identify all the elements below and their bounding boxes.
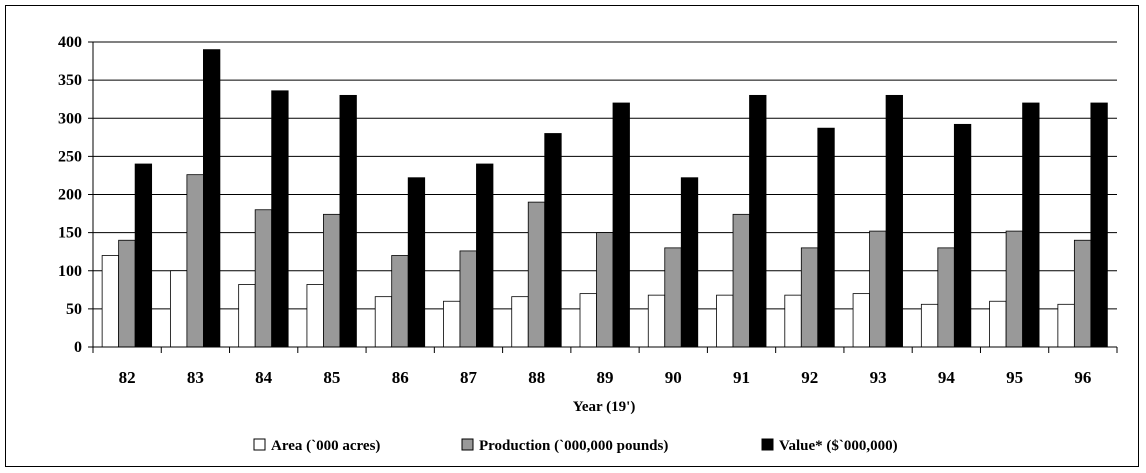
bar-value bbox=[749, 94, 767, 348]
bar-value bbox=[339, 94, 357, 348]
bar-area bbox=[716, 294, 734, 348]
x-tick-label: 86 bbox=[392, 368, 409, 387]
x-tick-label: 96 bbox=[1074, 368, 1091, 387]
y-tick-labels: 0 50 100 150 200 250 300 350 400 bbox=[58, 34, 82, 356]
x-tick-label: 84 bbox=[255, 368, 273, 387]
bar-value bbox=[544, 133, 562, 348]
legend: Area (`000 acres) Production (`000,000 po… bbox=[253, 438, 898, 454]
bar-value bbox=[817, 127, 835, 348]
x-tick-label: 95 bbox=[1006, 368, 1023, 387]
bar-value bbox=[953, 123, 972, 348]
legend-swatch bbox=[761, 438, 774, 451]
x-tick-label: 90 bbox=[665, 368, 682, 387]
y-tick-label: 300 bbox=[58, 110, 82, 127]
legend-swatch bbox=[253, 438, 266, 451]
y-tick-label: 200 bbox=[58, 187, 82, 204]
bar-area bbox=[784, 294, 802, 348]
x-tick-label: 87 bbox=[460, 368, 478, 387]
y-tick-label: 0 bbox=[74, 339, 82, 356]
bar-production bbox=[596, 232, 614, 348]
x-tick-label: 92 bbox=[801, 368, 818, 387]
bar-value bbox=[271, 90, 289, 348]
legend-label: Production (`000,000 pounds) bbox=[479, 438, 668, 454]
bar-production bbox=[800, 247, 819, 348]
bar-production bbox=[664, 247, 682, 348]
x-tick-labels: 82 83 84 85 86 87 88 89 90 91 92 93 94 95 96 bbox=[119, 368, 1092, 387]
bar-value bbox=[1090, 102, 1108, 348]
legend-item: Production (`000,000 pounds) bbox=[461, 438, 668, 454]
bar-value bbox=[476, 163, 494, 348]
y-tick-label: 50 bbox=[66, 301, 82, 318]
x-tick-label: 85 bbox=[323, 368, 340, 387]
bar-area bbox=[443, 300, 461, 348]
y-tick-label: 100 bbox=[58, 263, 82, 280]
legend-label: Value* ($`000,000) bbox=[779, 438, 898, 454]
bar-area bbox=[647, 294, 666, 348]
bar-production bbox=[1073, 239, 1092, 348]
bar-production bbox=[118, 239, 136, 348]
bar-area bbox=[306, 284, 324, 348]
bar-production bbox=[937, 247, 955, 348]
bar-area bbox=[374, 296, 393, 348]
bar-production bbox=[459, 250, 477, 348]
bar-production bbox=[527, 201, 546, 348]
y-tick-label: 250 bbox=[58, 148, 82, 165]
bar-production bbox=[732, 213, 750, 348]
y-tick-label: 400 bbox=[58, 34, 82, 51]
x-tick-label: 93 bbox=[870, 368, 887, 387]
x-tick-label: 94 bbox=[938, 368, 956, 387]
bar-value bbox=[680, 177, 699, 348]
legend-swatch bbox=[461, 438, 474, 451]
bar-production bbox=[391, 255, 409, 348]
bar-area bbox=[511, 296, 529, 348]
x-tick-label: 83 bbox=[187, 368, 204, 387]
bar-area bbox=[101, 255, 120, 348]
bar-production bbox=[186, 174, 204, 348]
x-tick-label: 88 bbox=[528, 368, 545, 387]
bar-production bbox=[254, 209, 273, 348]
bar-area bbox=[852, 293, 870, 348]
bar-value bbox=[134, 163, 153, 348]
y-tick-label: 150 bbox=[58, 225, 82, 242]
bar-value bbox=[202, 49, 221, 348]
x-tick-label: 91 bbox=[733, 368, 750, 387]
bar-value bbox=[1022, 102, 1040, 348]
bar-area bbox=[989, 300, 1007, 348]
x-axis-title: Year (19') bbox=[573, 399, 636, 415]
bar-area bbox=[238, 284, 256, 348]
bar-area bbox=[579, 293, 597, 348]
legend-item: Area (`000 acres) bbox=[253, 438, 380, 454]
y-tick-label: 350 bbox=[58, 72, 82, 89]
legend-item: Value* ($`000,000) bbox=[761, 438, 898, 454]
bar-production bbox=[1005, 230, 1023, 348]
bar-value bbox=[885, 94, 903, 348]
legend-label: Area (`000 acres) bbox=[271, 438, 380, 454]
bar-value bbox=[612, 102, 630, 348]
bar-area bbox=[169, 270, 188, 348]
x-tick-label: 89 bbox=[597, 368, 614, 387]
bar-area bbox=[920, 303, 939, 348]
bar-production bbox=[323, 213, 341, 348]
x-tick-label: 82 bbox=[119, 368, 136, 387]
bar-value bbox=[407, 177, 426, 348]
axes bbox=[92, 42, 1118, 353]
bars bbox=[101, 49, 1108, 348]
bar-area bbox=[1057, 303, 1075, 348]
bar-production bbox=[869, 230, 887, 348]
